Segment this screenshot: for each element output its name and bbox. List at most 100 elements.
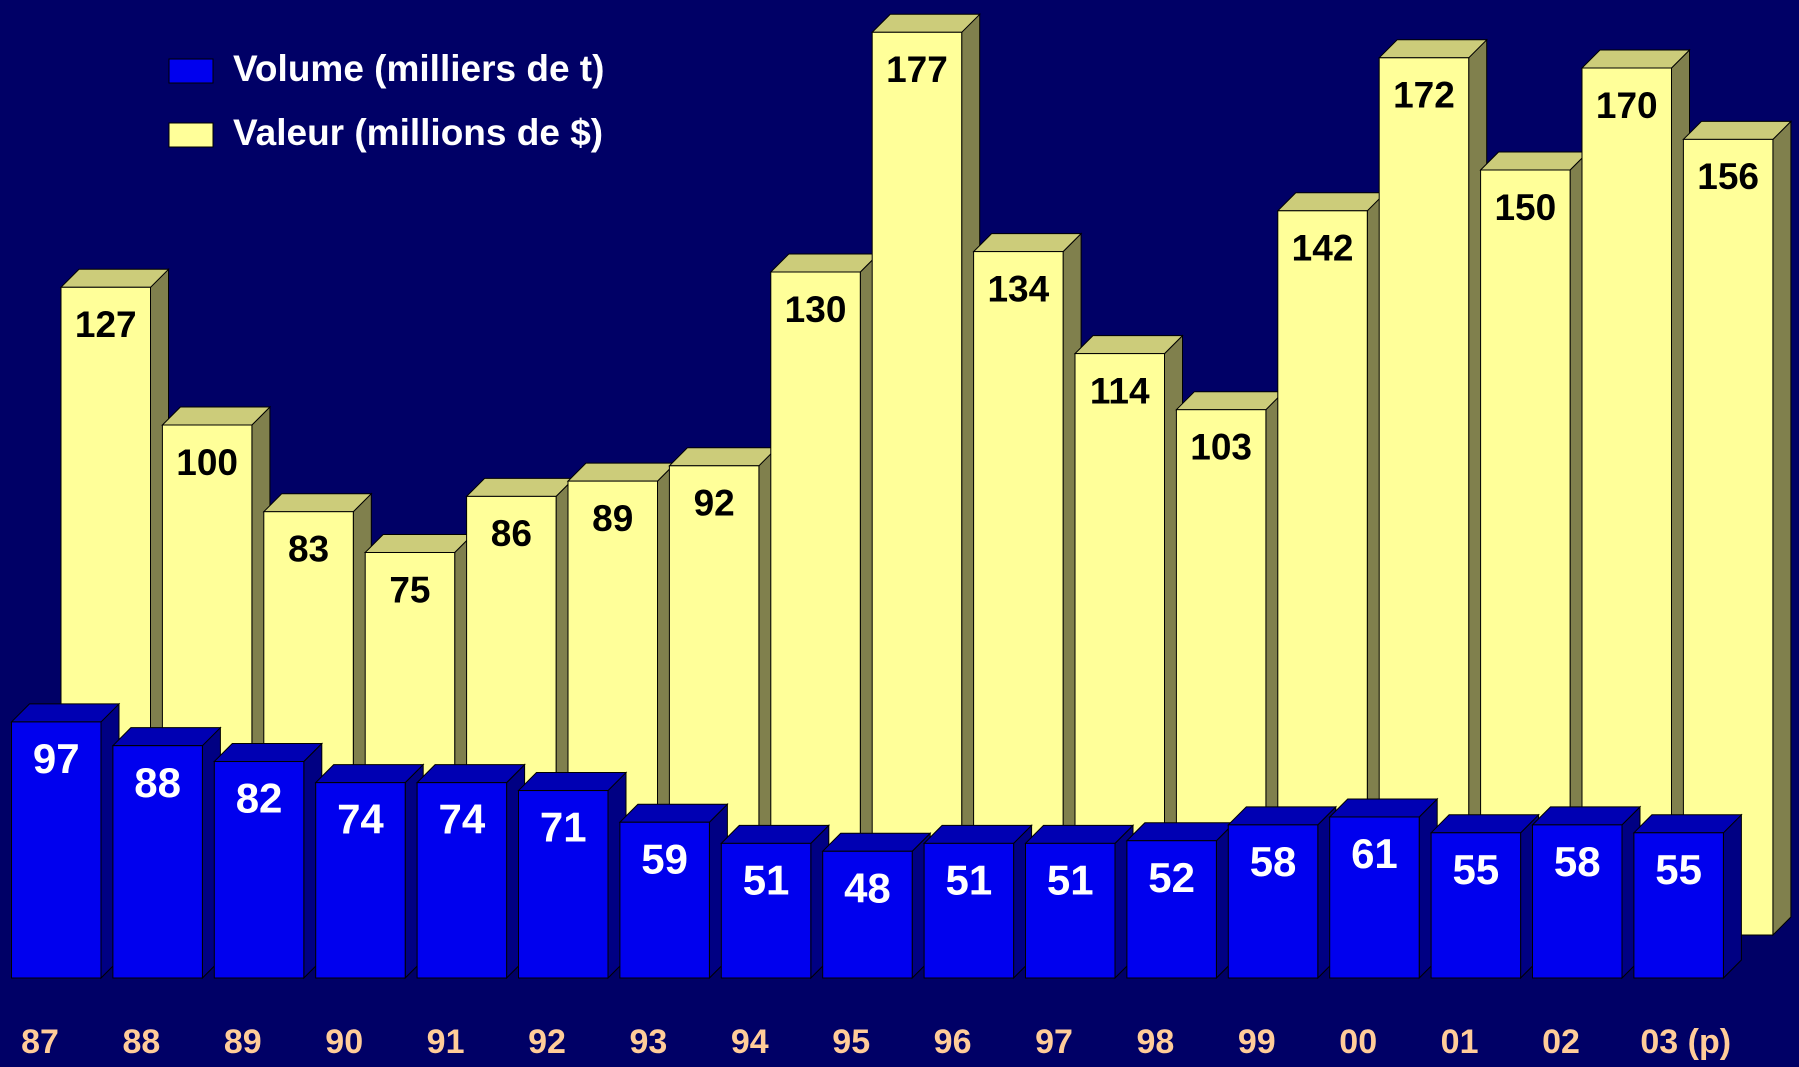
bar-top [769, 253, 880, 273]
bar-top [262, 493, 373, 513]
x-tick-label: 97 [1035, 1023, 1073, 1061]
bar-top [668, 447, 779, 467]
bar-top [1276, 192, 1387, 212]
data-label: 130 [785, 289, 847, 330]
x-tick-label: 98 [1136, 1023, 1174, 1061]
data-label: 58 [1250, 838, 1297, 885]
x-tick-label: 87 [21, 1023, 59, 1061]
bar [822, 850, 913, 979]
data-label: 92 [694, 483, 735, 524]
bar [1227, 824, 1319, 979]
bar [619, 821, 710, 979]
data-label: 127 [75, 304, 137, 345]
bar-top [1377, 39, 1488, 59]
bar-top [1429, 814, 1540, 834]
bar-top [59, 268, 170, 288]
data-label: 82 [236, 775, 283, 822]
bar-top [213, 743, 324, 763]
data-label: 134 [987, 268, 1049, 309]
data-label: 86 [491, 513, 532, 554]
bar-top [1227, 806, 1338, 826]
legend-swatch [168, 122, 214, 148]
x-tick-label: 95 [832, 1023, 870, 1061]
bar-top [1073, 335, 1184, 355]
bar-top [1328, 798, 1439, 818]
x-tick-label: 01 [1441, 1023, 1479, 1061]
x-tick-label: 92 [528, 1023, 566, 1061]
bar-side [1722, 813, 1742, 980]
bar-side [1772, 120, 1792, 937]
data-label: 97 [33, 735, 80, 782]
data-label: 89 [592, 498, 633, 539]
data-label: 83 [288, 528, 329, 569]
bar [1682, 138, 1774, 936]
bar [1581, 67, 1672, 936]
bar [1378, 57, 1470, 936]
data-label: 51 [743, 856, 790, 903]
legend-label: Volume (milliers de t) [233, 48, 604, 89]
bar [416, 782, 508, 979]
data-label: 75 [389, 569, 430, 610]
x-tick-label: 93 [629, 1023, 667, 1061]
bar [770, 271, 861, 936]
bar [1532, 824, 1623, 979]
bar-top [465, 477, 576, 497]
x-tick-label: 94 [731, 1023, 769, 1061]
legend-swatch [168, 58, 214, 84]
bar-top [314, 764, 425, 784]
data-label: 58 [1554, 838, 1601, 885]
bar-top [1682, 120, 1793, 140]
data-label: 61 [1351, 830, 1398, 877]
bar-top [566, 462, 677, 482]
x-tick-label: 96 [934, 1023, 972, 1061]
data-label: 51 [1047, 856, 1094, 903]
x-tick-label: 88 [122, 1023, 160, 1061]
data-label: 74 [438, 796, 485, 843]
data-label: 142 [1292, 228, 1354, 269]
bar-top [821, 832, 932, 852]
bar-top [720, 824, 831, 844]
bar [1633, 832, 1724, 979]
data-label: 52 [1148, 854, 1195, 901]
bar-top [161, 406, 272, 426]
x-tick-label: 89 [224, 1023, 262, 1061]
bar-top [415, 764, 526, 784]
bar [923, 842, 1015, 979]
bar-top [1125, 822, 1236, 842]
bar-top [1024, 824, 1135, 844]
bar-top [1580, 49, 1691, 69]
bar [1126, 840, 1217, 979]
legend-label: Valeur (millions de $) [233, 112, 603, 153]
bar-top [1175, 391, 1286, 411]
bar-top [363, 534, 474, 553]
bar-top [618, 803, 729, 823]
bar-top [1531, 806, 1642, 826]
data-label: 150 [1494, 187, 1556, 228]
x-tick-label: 03 (p) [1640, 1023, 1731, 1061]
data-label: 59 [641, 835, 688, 882]
data-label: 114 [1090, 370, 1150, 411]
bar [213, 761, 305, 979]
bar-top [870, 13, 981, 33]
bar-top [111, 727, 222, 747]
bar [871, 31, 963, 936]
x-tick-label: 91 [427, 1023, 465, 1061]
data-label: 172 [1393, 75, 1455, 116]
data-label: 88 [134, 759, 181, 806]
bar [518, 790, 609, 979]
data-label: 170 [1596, 85, 1658, 126]
bar-top [972, 233, 1083, 253]
bar [720, 842, 812, 979]
data-label: 177 [886, 49, 948, 90]
bar-top [922, 824, 1033, 844]
data-label: 74 [337, 796, 384, 843]
x-tick-label: 99 [1238, 1023, 1276, 1061]
data-label: 55 [1655, 846, 1702, 893]
data-label: 103 [1190, 426, 1252, 467]
data-label: 55 [1452, 846, 1499, 893]
x-tick-label: 00 [1339, 1023, 1377, 1061]
bar [1430, 832, 1522, 979]
bar [315, 782, 406, 979]
